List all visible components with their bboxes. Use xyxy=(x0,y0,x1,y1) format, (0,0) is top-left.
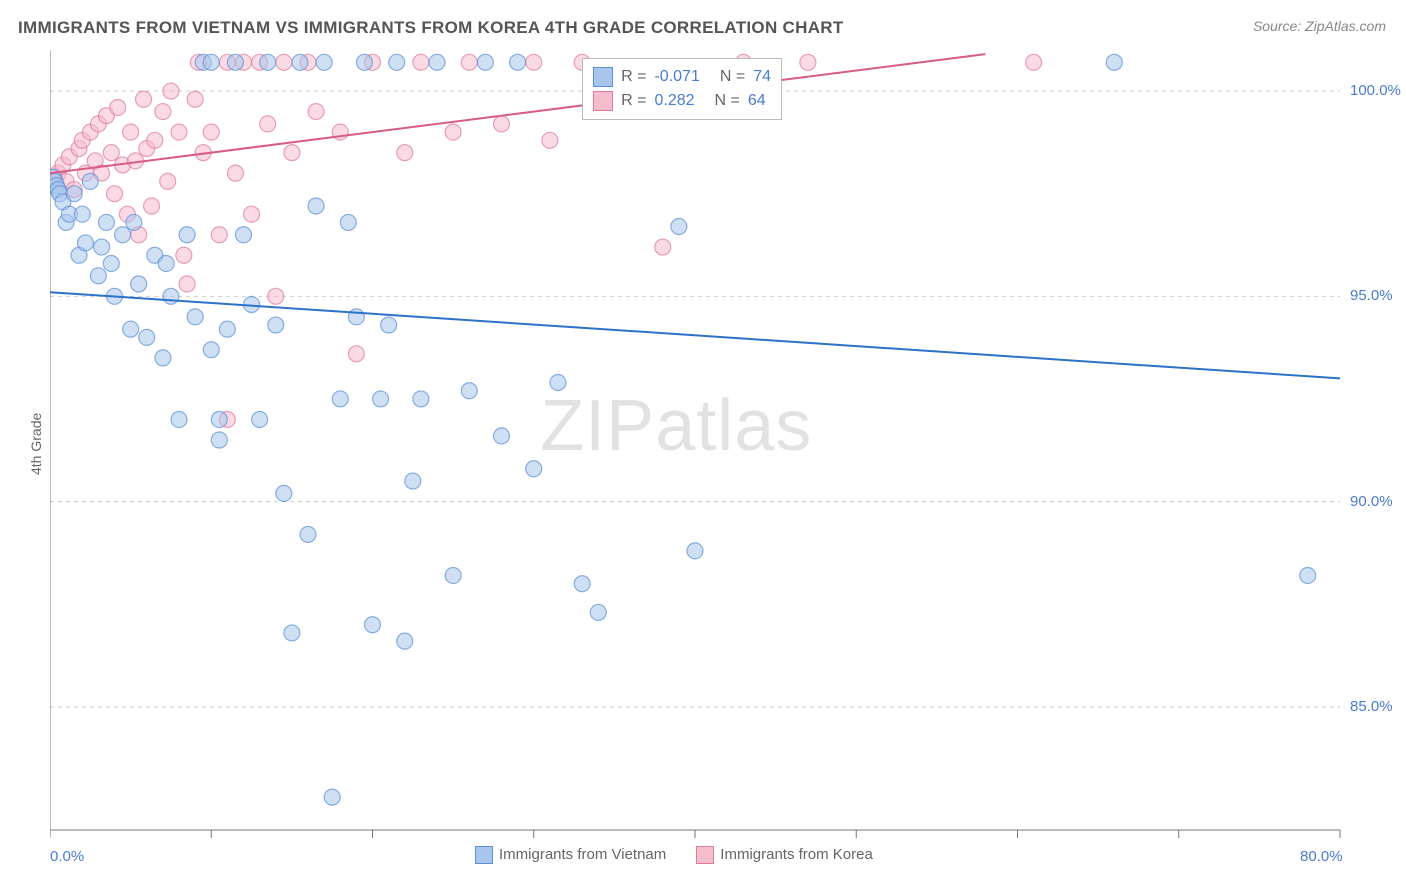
r-value: -0.071 xyxy=(654,68,699,86)
source-label: Source: ZipAtlas.com xyxy=(1253,18,1386,34)
y-tick-label: 85.0% xyxy=(1350,698,1393,715)
n-value: 64 xyxy=(748,92,766,110)
n-value: 74 xyxy=(753,68,771,86)
stats-row: R = -0.071 N = 74 xyxy=(593,65,771,89)
y-tick-label: 95.0% xyxy=(1350,287,1393,304)
legend-item: Immigrants from Vietnam xyxy=(475,846,666,864)
n-label: N = xyxy=(720,68,745,86)
y-tick-label: 90.0% xyxy=(1350,493,1393,510)
legend-label: Immigrants from Vietnam xyxy=(499,846,666,863)
x-tick-label: 80.0% xyxy=(1300,848,1343,865)
x-tick-label: 0.0% xyxy=(50,848,84,865)
correlation-stats-box: R = -0.071 N = 74 R = 0.282 N = 64 xyxy=(582,58,782,120)
r-value: 0.282 xyxy=(654,92,694,110)
y-tick-label: 100.0% xyxy=(1350,82,1401,99)
legend-swatch-icon xyxy=(593,67,613,87)
legend-swatch-icon xyxy=(475,846,493,864)
legend-swatch-icon xyxy=(696,846,714,864)
chart-container: IMMIGRANTS FROM VIETNAM VS IMMIGRANTS FR… xyxy=(0,0,1406,892)
chart-title: IMMIGRANTS FROM VIETNAM VS IMMIGRANTS FR… xyxy=(18,18,844,38)
legend-item: Immigrants from Korea xyxy=(696,846,873,864)
legend-swatch-icon xyxy=(593,91,613,111)
stats-row: R = 0.282 N = 64 xyxy=(593,89,771,113)
r-label: R = xyxy=(621,68,646,86)
n-label: N = xyxy=(715,92,740,110)
r-label: R = xyxy=(621,92,646,110)
scatter-plot xyxy=(50,50,1406,870)
bottom-legend: Immigrants from Vietnam Immigrants from K… xyxy=(475,846,873,864)
y-axis-label: 4th Grade xyxy=(28,413,44,475)
legend-label: Immigrants from Korea xyxy=(720,846,873,863)
